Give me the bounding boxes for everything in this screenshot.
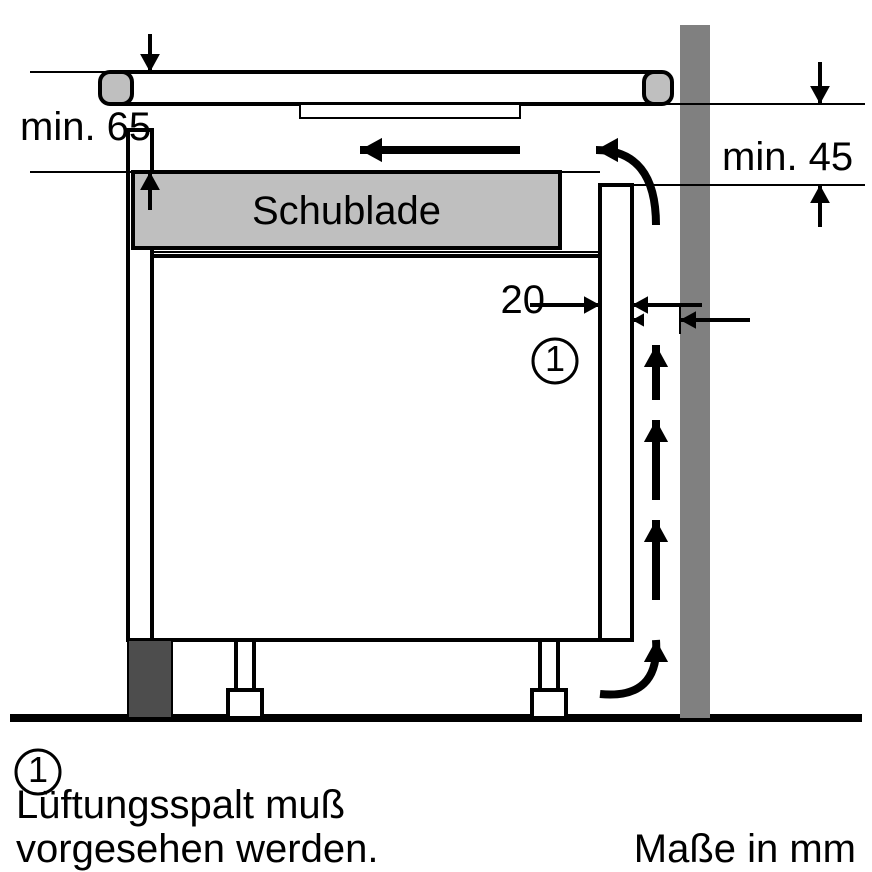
installation-diagram: Schublademin. 65min. 452011Lüftungsspalt… [0, 0, 872, 872]
dim-min65-label: min. 65 [20, 105, 151, 149]
footnote-line2: vorgesehen werden. [16, 827, 378, 871]
svg-text:1: 1 [545, 338, 565, 379]
footnote-line1: Lüftungsspalt muß [16, 783, 345, 827]
drawer-label: Schublade [252, 189, 441, 233]
units-label: Maße in mm [634, 827, 856, 871]
dim-min45-label: min. 45 [722, 135, 853, 179]
dim-20-label: 20 [501, 278, 546, 322]
